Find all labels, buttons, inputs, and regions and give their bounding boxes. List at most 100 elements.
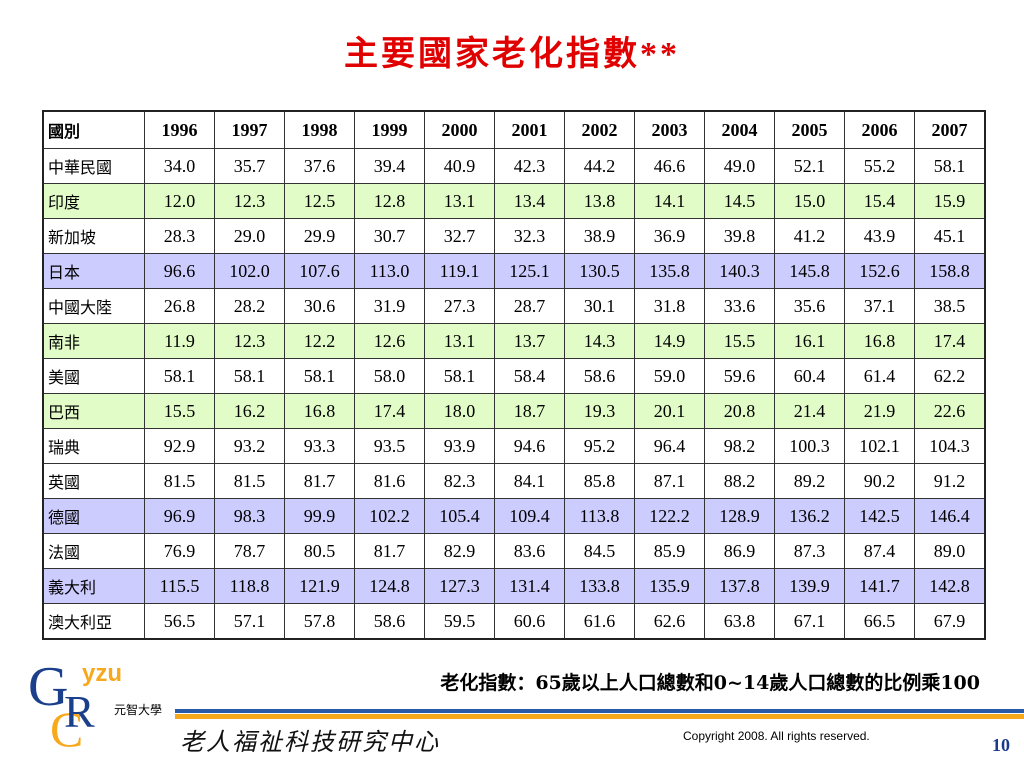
- value-cell: 92.9: [144, 428, 215, 464]
- value-cell: 57.1: [214, 603, 285, 640]
- value-cell: 12.8: [354, 183, 425, 219]
- value-cell: 56.5: [144, 603, 215, 640]
- value-cell: 82.9: [424, 533, 495, 569]
- logo-yzu: yzu: [82, 660, 123, 687]
- divider-orange: [175, 714, 1024, 719]
- value-cell: 67.1: [774, 603, 845, 640]
- value-cell: 93.5: [354, 428, 425, 464]
- value-cell: 152.6: [844, 253, 915, 289]
- value-cell: 62.2: [914, 358, 986, 394]
- country-cell: 瑞典: [42, 428, 145, 464]
- value-cell: 18.0: [424, 393, 495, 429]
- value-cell: 113.0: [354, 253, 425, 289]
- value-cell: 102.2: [354, 498, 425, 534]
- header-cell: 2006: [844, 110, 915, 149]
- value-cell: 13.4: [494, 183, 565, 219]
- value-cell: 102.1: [844, 428, 915, 464]
- value-cell: 16.2: [214, 393, 285, 429]
- country-cell: 日本: [42, 253, 145, 289]
- country-cell: 英國: [42, 463, 145, 499]
- country-cell: 德國: [42, 498, 145, 534]
- table-row: 南非 11.9 12.3 12.2 12.6 13.1 13.7 14.3 14.9 15.5 16…: [42, 323, 986, 359]
- value-cell: 86.9: [704, 533, 775, 569]
- value-cell: 76.9: [144, 533, 215, 569]
- value-cell: 19.3: [564, 393, 635, 429]
- value-cell: 93.3: [284, 428, 355, 464]
- value-cell: 38.9: [564, 218, 635, 254]
- value-cell: 96.6: [144, 253, 215, 289]
- header-cell: 2004: [704, 110, 775, 149]
- table-row: 義大利 115.5 118.8 121.9 124.8 127.3 131.4 133.8 13…: [42, 568, 986, 604]
- value-cell: 145.8: [774, 253, 845, 289]
- value-cell: 28.3: [144, 218, 215, 254]
- value-cell: 142.8: [914, 568, 986, 604]
- value-cell: 11.9: [144, 323, 215, 359]
- value-cell: 133.8: [564, 568, 635, 604]
- value-cell: 82.3: [424, 463, 495, 499]
- value-cell: 91.2: [914, 463, 986, 499]
- header-cell: 1996: [144, 110, 215, 149]
- value-cell: 37.6: [284, 148, 355, 184]
- value-cell: 62.6: [634, 603, 705, 640]
- value-cell: 87.1: [634, 463, 705, 499]
- value-cell: 12.5: [284, 183, 355, 219]
- value-cell: 89.0: [914, 533, 986, 569]
- value-cell: 139.9: [774, 568, 845, 604]
- value-cell: 45.1: [914, 218, 986, 254]
- table-row: 印度 12.0 12.3 12.5 12.8 13.1 13.4 13.8 14.1 14.5 15…: [42, 183, 986, 219]
- value-cell: 96.4: [634, 428, 705, 464]
- value-cell: 15.0: [774, 183, 845, 219]
- value-cell: 40.9: [424, 148, 495, 184]
- table-row: 新加坡 28.3 29.0 29.9 30.7 32.7 32.3 38.9 36.9 39.8 4…: [42, 218, 986, 254]
- value-cell: 88.2: [704, 463, 775, 499]
- value-cell: 67.9: [914, 603, 986, 640]
- header-cell: 2000: [424, 110, 495, 149]
- value-cell: 30.6: [284, 288, 355, 324]
- value-cell: 29.0: [214, 218, 285, 254]
- value-cell: 83.6: [494, 533, 565, 569]
- value-cell: 41.2: [774, 218, 845, 254]
- value-cell: 38.5: [914, 288, 986, 324]
- logo-c: C: [50, 701, 84, 757]
- value-cell: 93.2: [214, 428, 285, 464]
- table-row: 德國 96.9 98.3 99.9 102.2 105.4 109.4 113.8 122.2 1…: [42, 498, 986, 534]
- value-cell: 131.4: [494, 568, 565, 604]
- table-row: 英國 81.5 81.5 81.7 81.6 82.3 84.1 85.8 87.1 88.2 89…: [42, 463, 986, 499]
- header-cell: 2001: [494, 110, 565, 149]
- country-cell: 巴西: [42, 393, 145, 429]
- value-cell: 96.9: [144, 498, 215, 534]
- value-cell: 85.9: [634, 533, 705, 569]
- value-cell: 142.5: [844, 498, 915, 534]
- value-cell: 31.8: [634, 288, 705, 324]
- header-cell: 2007: [914, 110, 986, 149]
- value-cell: 28.2: [214, 288, 285, 324]
- value-cell: 81.7: [284, 463, 355, 499]
- value-cell: 13.1: [424, 323, 495, 359]
- value-cell: 52.1: [774, 148, 845, 184]
- value-cell: 136.2: [774, 498, 845, 534]
- value-cell: 135.8: [634, 253, 705, 289]
- value-cell: 100.3: [774, 428, 845, 464]
- table-row: 美國 58.1 58.1 58.1 58.0 58.1 58.4 58.6 59.0 59.6 60…: [42, 358, 986, 394]
- table-row: 日本 96.6 102.0 107.6 113.0 119.1 125.1 130.5 135.…: [42, 253, 986, 289]
- value-cell: 13.8: [564, 183, 635, 219]
- value-cell: 44.2: [564, 148, 635, 184]
- value-cell: 49.0: [704, 148, 775, 184]
- value-cell: 18.7: [494, 393, 565, 429]
- value-cell: 14.1: [634, 183, 705, 219]
- value-cell: 58.1: [284, 358, 355, 394]
- header-cell: 1999: [354, 110, 425, 149]
- value-cell: 12.3: [214, 183, 285, 219]
- value-cell: 78.7: [214, 533, 285, 569]
- country-cell: 新加坡: [42, 218, 145, 254]
- value-cell: 46.6: [634, 148, 705, 184]
- value-cell: 32.3: [494, 218, 565, 254]
- value-cell: 98.2: [704, 428, 775, 464]
- value-cell: 37.1: [844, 288, 915, 324]
- value-cell: 121.9: [284, 568, 355, 604]
- value-cell: 39.8: [704, 218, 775, 254]
- header-cell: 1997: [214, 110, 285, 149]
- value-cell: 81.5: [144, 463, 215, 499]
- value-cell: 95.2: [564, 428, 635, 464]
